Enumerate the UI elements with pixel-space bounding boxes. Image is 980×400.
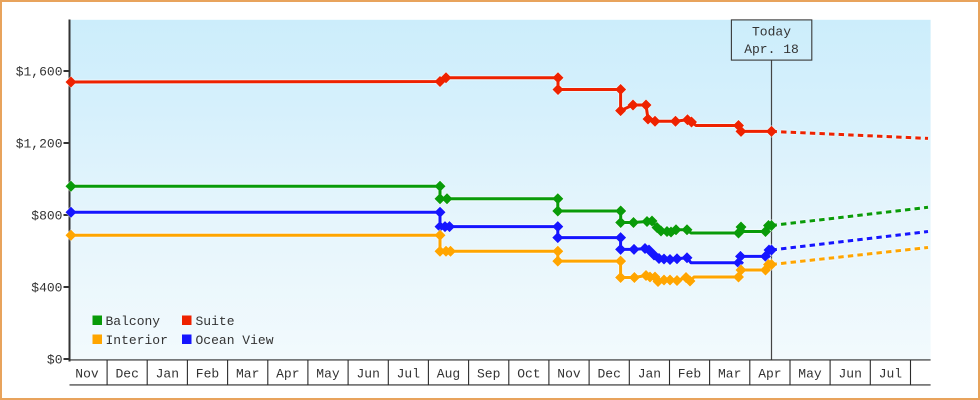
svg-text:Today: Today: [752, 25, 791, 40]
svg-text:$1,200: $1,200: [16, 137, 63, 152]
svg-text:Apr: Apr: [276, 367, 299, 382]
svg-text:$800: $800: [31, 209, 62, 224]
svg-text:Ocean View: Ocean View: [196, 333, 274, 348]
svg-text:Feb: Feb: [678, 367, 701, 382]
svg-text:Apr. 18: Apr. 18: [744, 42, 799, 57]
svg-text:Nov: Nov: [75, 367, 99, 382]
svg-text:May: May: [798, 367, 822, 382]
svg-text:Aug: Aug: [437, 367, 460, 382]
svg-text:Jun: Jun: [356, 367, 379, 382]
svg-text:Mar: Mar: [718, 367, 741, 382]
svg-text:Jul: Jul: [397, 367, 421, 382]
svg-text:Suite: Suite: [196, 314, 235, 329]
svg-text:Jun: Jun: [838, 367, 861, 382]
svg-text:$0: $0: [47, 353, 63, 368]
svg-text:Feb: Feb: [196, 367, 219, 382]
svg-text:Nov: Nov: [557, 367, 581, 382]
svg-text:Sep: Sep: [477, 367, 500, 382]
svg-text:Apr: Apr: [758, 367, 781, 382]
svg-text:$1,600: $1,600: [16, 65, 63, 80]
svg-text:Dec: Dec: [115, 367, 138, 382]
svg-text:$400: $400: [31, 281, 62, 296]
svg-text:Balcony: Balcony: [106, 314, 161, 329]
svg-text:Oct: Oct: [517, 367, 540, 382]
svg-text:Jan: Jan: [638, 367, 661, 382]
svg-text:Jan: Jan: [156, 367, 179, 382]
svg-text:May: May: [316, 367, 340, 382]
svg-text:Mar: Mar: [236, 367, 259, 382]
svg-text:Dec: Dec: [597, 367, 620, 382]
svg-text:Jul: Jul: [879, 367, 903, 382]
svg-text:Interior: Interior: [106, 333, 168, 348]
